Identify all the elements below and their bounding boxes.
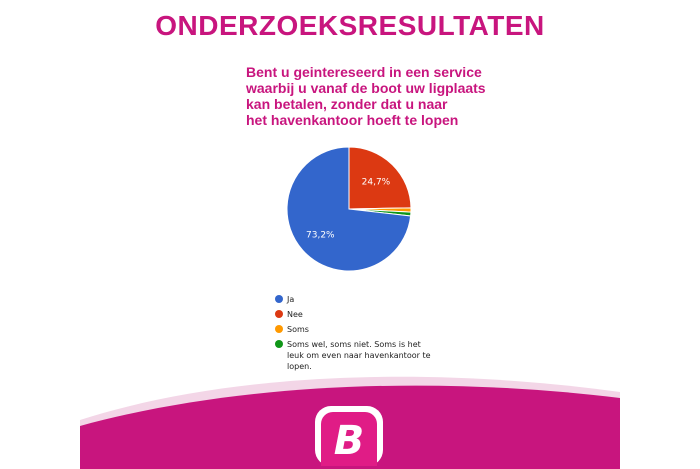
- pie-data-label: 73,2%: [306, 231, 335, 241]
- legend-label-line: Nee: [287, 310, 303, 319]
- legend-label-line: leuk om even naar havenkantoor te: [287, 351, 431, 360]
- legend-label-line: Ja: [287, 295, 295, 304]
- legend-swatch: [275, 310, 283, 318]
- legend-item: Nee: [274, 309, 464, 320]
- legend-label-line: Soms: [287, 325, 309, 334]
- chart-title-line: kan betalen, zonder dat u naar: [246, 96, 448, 112]
- legend-swatch: [275, 340, 283, 348]
- pie-slice-nee: [348, 146, 412, 210]
- legend-label: Ja: [287, 294, 464, 305]
- logo-letter: B: [333, 418, 365, 464]
- legend-label: Soms wel, soms niet. Soms is het leuk om…: [287, 339, 464, 372]
- legend-label-line: Soms wel, soms niet. Soms is het: [287, 340, 421, 349]
- legend-item: Soms: [274, 324, 464, 335]
- chart-title-line: het havenkantoor hoeft te lopen: [246, 112, 459, 128]
- chart-legend: Ja Nee Soms Soms wel, soms niet. Soms is…: [274, 294, 464, 376]
- pie-data-label: 24,7%: [362, 178, 391, 188]
- legend-swatch: [275, 295, 283, 303]
- chart-title-line: Bent u geintereseerd in een service: [246, 64, 482, 80]
- page-title: ONDERZOEKSRESULTATEN: [155, 10, 545, 41]
- chart-title: Bent u geintereseerd in een service waar…: [246, 64, 536, 128]
- pie-slice-ja: [286, 146, 412, 272]
- logo-badge: B: [321, 412, 377, 466]
- legend-item: Soms wel, soms niet. Soms is het leuk om…: [274, 339, 464, 372]
- chart-title-line: waarbij u vanaf de boot uw ligplaats: [246, 80, 486, 96]
- app-logo: B: [315, 406, 383, 466]
- legend-label: Soms: [287, 324, 464, 335]
- legend-label-line: lopen.: [287, 362, 312, 371]
- legend-label: Nee: [287, 309, 464, 320]
- legend-item: Ja: [274, 294, 464, 305]
- legend-swatch: [275, 325, 283, 333]
